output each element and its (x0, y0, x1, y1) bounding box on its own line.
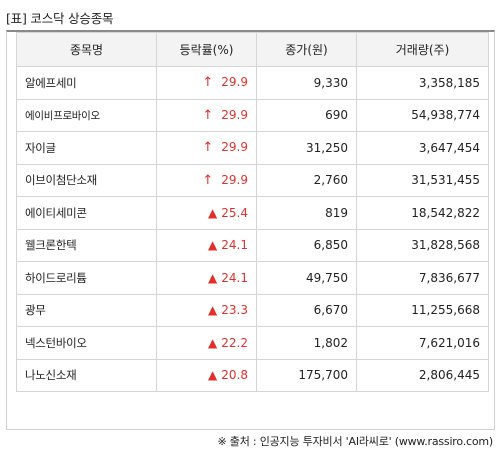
close-price: 690 (256, 98, 357, 132)
stock-name: 하이드로리튬 (16, 261, 157, 295)
change-rate-cell: ▲ 20.8 (156, 358, 257, 392)
change-rate-cell: ↑ 29.9 (156, 98, 257, 132)
change-rate-cell: ↑ 29.9 (156, 163, 257, 197)
up-arrow-icon: ↑ (202, 140, 214, 156)
change-rate-cell: ▲ 24.1 (156, 261, 257, 295)
table-row: 알에프세미 ↑ 29.9 9,330 3,358,185 (16, 66, 489, 100)
table-row: 넥스턴바이오 ▲ 22.2 1,802 7,621,016 (16, 326, 489, 360)
volume: 3,647,454 (356, 131, 489, 165)
close-price: 6,850 (256, 228, 357, 262)
stock-name: 에이티세미콘 (16, 196, 157, 230)
change-rate-cell: ↑ 29.9 (156, 66, 257, 100)
change-rate-cell: ↑ 29.9 (156, 131, 257, 165)
stock-table: 종목명 등락률(%) 종가(원) 거래량(주) 알에프세미 ↑ 29.9 9,330 3… (16, 32, 489, 392)
change-rate: 29.9 (221, 140, 248, 155)
stock-name: 넥스턴바이오 (16, 326, 157, 360)
header-close: 종가(원) (256, 32, 357, 67)
table-row: 에이티세미콘 ▲ 25.4 819 18,542,822 (16, 196, 489, 230)
table-row: 광무 ▲ 23.3 6,670 11,255,668 (16, 293, 489, 327)
change-rate: 24.1 (221, 238, 248, 253)
table-row: 나노신소재 ▲ 20.8 175,700 2,806,445 (16, 358, 489, 392)
stock-name: 광무 (16, 293, 157, 327)
change-rate: 23.3 (221, 303, 248, 318)
change-rate-cell: ▲ 23.3 (156, 293, 257, 327)
volume: 7,836,677 (356, 261, 489, 295)
table-header-row: 종목명 등락률(%) 종가(원) 거래량(주) (16, 32, 489, 67)
table-row: 자이글 ↑ 29.9 31,250 3,647,454 (16, 131, 489, 165)
volume: 2,806,445 (356, 358, 489, 392)
header-volume: 거래량(주) (356, 32, 489, 67)
change-rate-cell: ▲ 25.4 (156, 196, 257, 230)
table-frame (6, 30, 495, 430)
volume: 31,531,455 (356, 163, 489, 197)
stock-name: 이브이첨단소재 (16, 163, 157, 197)
volume: 3,358,185 (356, 66, 489, 100)
change-rate-cell: ▲ 24.1 (156, 228, 257, 262)
close-price: 175,700 (256, 358, 357, 392)
close-price: 49,750 (256, 261, 357, 295)
up-triangle-icon: ▲ (208, 205, 218, 220)
table-row: 웰크론한텍 ▲ 24.1 6,850 31,828,568 (16, 228, 489, 262)
stock-name: 에이비프로바이오 (16, 98, 157, 132)
close-price: 819 (256, 196, 357, 230)
stock-name: 자이글 (16, 131, 157, 165)
up-triangle-icon: ▲ (208, 368, 218, 383)
up-arrow-icon: ↑ (202, 172, 214, 188)
volume: 18,542,822 (356, 196, 489, 230)
table-row: 이브이첨단소재 ↑ 29.9 2,760 31,531,455 (16, 163, 489, 197)
volume: 31,828,568 (356, 228, 489, 262)
change-rate: 20.8 (221, 368, 248, 383)
change-rate: 29.9 (221, 75, 248, 90)
stock-name: 알에프세미 (16, 66, 157, 100)
close-price: 31,250 (256, 131, 357, 165)
change-rate: 25.4 (221, 205, 248, 220)
close-price: 9,330 (256, 66, 357, 100)
header-name: 종목명 (16, 32, 157, 67)
source-footer: ※ 출처 : 인공지능 투자비서 'AI라씨로' (www.rassiro.co… (217, 435, 493, 448)
change-rate: 22.2 (221, 335, 248, 350)
up-arrow-icon: ↑ (202, 107, 214, 123)
close-price: 1,802 (256, 326, 357, 360)
change-rate: 29.9 (221, 172, 248, 187)
volume: 11,255,668 (356, 293, 489, 327)
volume: 7,621,016 (356, 326, 489, 360)
up-triangle-icon: ▲ (208, 238, 218, 253)
header-rate: 등락률(%) (156, 32, 257, 67)
up-arrow-icon: ↑ (202, 75, 214, 91)
up-triangle-icon: ▲ (208, 335, 218, 350)
stock-name: 웰크론한텍 (16, 228, 157, 262)
change-rate-cell: ▲ 22.2 (156, 326, 257, 360)
change-rate: 29.9 (221, 107, 248, 122)
up-triangle-icon: ▲ (208, 270, 218, 285)
close-price: 2,760 (256, 163, 357, 197)
close-price: 6,670 (256, 293, 357, 327)
change-rate: 24.1 (221, 270, 248, 285)
table-row: 에이비프로바이오 ↑ 29.9 690 54,938,774 (16, 98, 489, 132)
volume: 54,938,774 (356, 98, 489, 132)
stock-name: 나노신소재 (16, 358, 157, 392)
up-triangle-icon: ▲ (208, 303, 218, 318)
page-title: [표] 코스닥 상승종목 (6, 11, 114, 26)
table-row: 하이드로리튬 ▲ 24.1 49,750 7,836,677 (16, 261, 489, 295)
